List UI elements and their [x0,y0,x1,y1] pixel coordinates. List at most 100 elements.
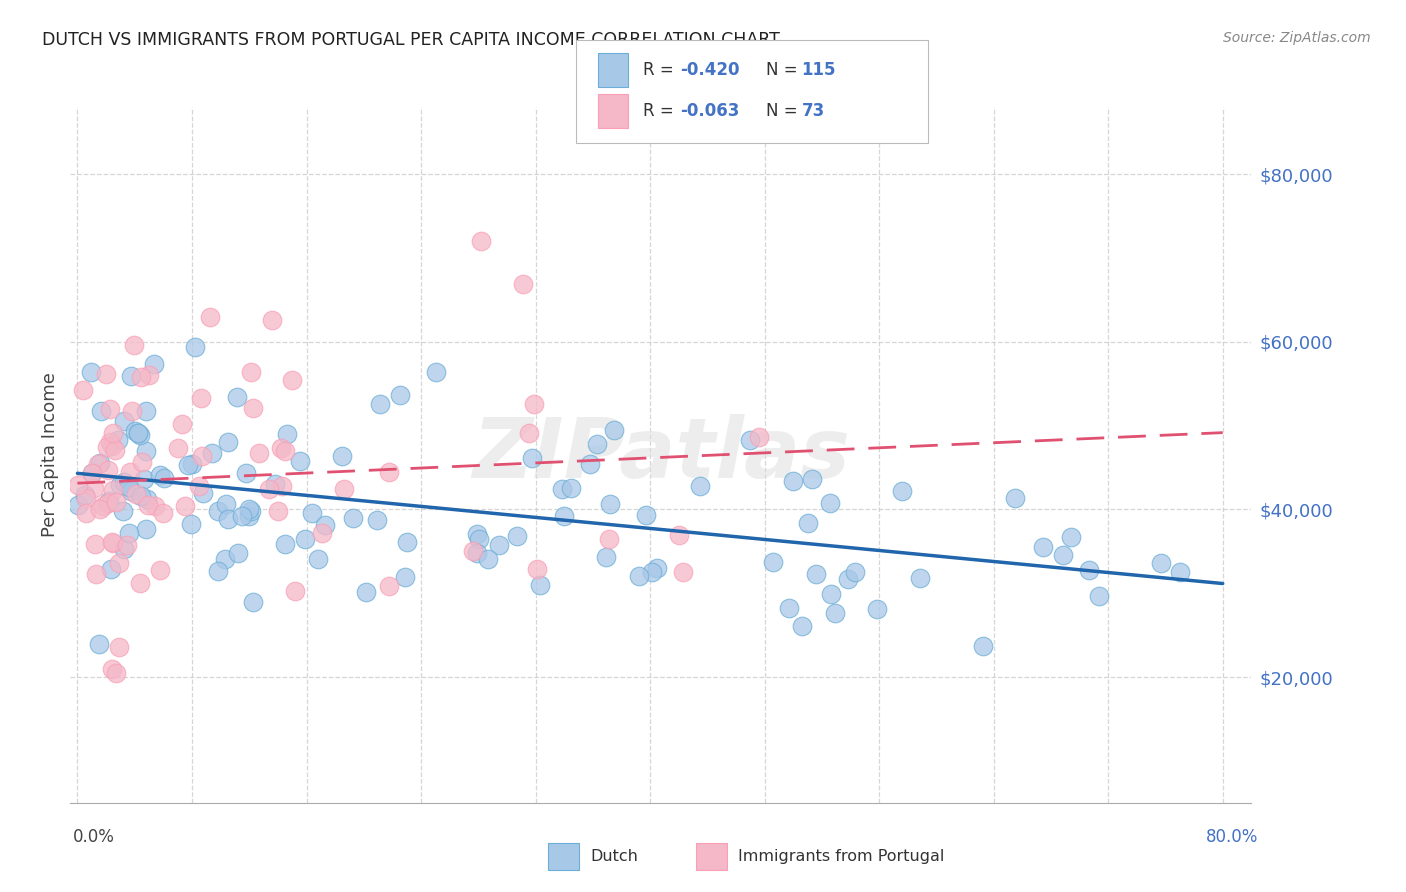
Point [226,390,249,404]
Point [82,466,104,480]
Point [149,468,172,483]
Point [75,506,97,520]
Point [342,510,364,524]
Point [107,433,129,447]
Point [131,455,153,469]
Point [124,424,146,438]
Point [226,546,249,560]
Point [645,561,668,575]
Point [96,440,118,454]
Point [368,397,391,411]
Point [603,423,626,437]
Point [284,584,307,599]
Point [332,449,354,463]
Point [477,552,499,566]
Point [908,571,931,585]
Text: 115: 115 [801,61,837,78]
Point [96,368,118,382]
Point [97,493,120,508]
Point [262,313,284,327]
Point [782,475,804,489]
Point [517,426,540,441]
Point [263,476,285,491]
Point [215,497,238,511]
Point [112,504,135,518]
Point [820,587,842,601]
Point [90,404,112,418]
Point [636,508,658,522]
Point [790,619,813,633]
Point [378,465,401,479]
Point [526,561,548,575]
Point [132,472,155,486]
Point [595,550,617,565]
Text: 73: 73 [801,102,825,120]
Point [217,512,239,526]
Point [87,637,110,651]
Point [231,509,253,524]
Point [240,365,263,379]
Point [87,457,110,471]
Point [1060,530,1083,544]
Point [93,500,115,514]
Point [267,504,290,518]
Point [551,482,574,496]
Point [1087,589,1109,603]
Point [131,369,153,384]
Point [166,442,188,456]
Point [104,443,127,458]
Text: DUTCH VS IMMIGRANTS FROM PORTUGAL PER CAPITA INCOME CORRELATION CHART: DUTCH VS IMMIGRANTS FROM PORTUGAL PER CA… [42,31,780,49]
Point [824,606,846,620]
Point [512,277,534,291]
Point [117,539,139,553]
Point [523,397,546,411]
Point [143,499,166,513]
Point [104,666,127,681]
Point [118,526,141,541]
Point [190,392,212,406]
Text: -0.420: -0.420 [681,61,740,78]
Point [240,504,263,518]
Point [529,578,551,592]
Point [214,551,236,566]
Point [120,484,142,499]
Point [127,425,149,440]
Point [377,579,399,593]
Point [201,445,224,459]
Point [672,565,695,579]
Point [270,441,292,455]
Point [101,536,124,550]
Point [488,538,510,552]
Point [314,518,336,533]
Point [108,556,131,570]
Point [128,427,150,442]
Point [89,502,111,516]
Point [806,567,828,582]
Point [84,537,107,551]
Point [100,562,122,576]
Point [127,425,149,440]
Point [520,451,543,466]
Point [796,516,818,530]
Point [124,486,146,500]
Point [79,365,101,379]
Point [837,572,859,586]
Point [170,417,193,432]
Point [294,532,316,546]
Point [738,433,761,447]
Point [800,472,823,486]
Point [187,479,209,493]
Point [143,357,166,371]
Point [100,402,122,417]
Point [152,506,174,520]
Point [235,466,257,480]
Point [198,310,221,324]
Point [242,595,264,609]
Point [425,365,447,379]
Point [598,532,620,546]
Point [238,501,260,516]
Point [177,458,200,472]
Point [311,525,333,540]
Point [257,482,280,496]
Point [135,443,157,458]
